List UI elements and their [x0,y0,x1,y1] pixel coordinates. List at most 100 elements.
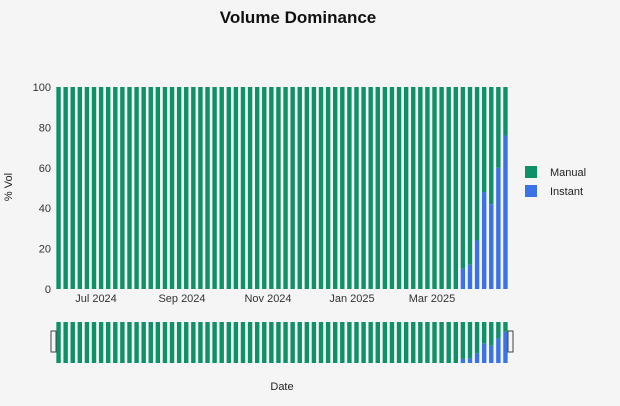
navigator-bar-manual [439,322,444,363]
navigator-left-handle[interactable] [50,330,57,353]
navigator-bar-manual [361,322,366,363]
bar-manual [91,87,97,289]
navigator-bar-manual [396,322,402,363]
navigator-bar-manual [262,322,267,363]
navigator-bar-manual [113,322,118,363]
navigator-bar-manual [368,322,373,363]
navigator-bar-instant [489,345,494,363]
bar-manual [162,87,168,289]
bar-instant [474,240,480,289]
bar-manual [297,87,302,289]
navigator-bar-manual [460,322,466,359]
bar-manual [481,87,487,193]
bar-manual [354,87,359,289]
y-tick-label: 0 [45,284,51,296]
bar-instant [467,264,473,289]
bar-manual [205,87,210,289]
bar-manual [120,87,125,289]
navigator-bar-manual [297,322,302,363]
x-tick-label: Jan 2025 [329,293,374,305]
y-tick-label: 80 [39,122,51,134]
navigator-bar-manual [354,322,359,363]
bar-manual [84,87,90,289]
navigator-bar-manual [269,322,274,363]
navigator-bar-manual [120,322,125,363]
bar-manual [134,87,139,289]
chart-title: Volume Dominance [220,8,377,27]
bar-manual [219,87,224,289]
navigator-bar-manual [84,322,90,363]
navigator-bar-manual [446,322,451,363]
bar-manual [269,87,274,289]
bar-manual [191,87,196,289]
navigator-bar-manual [162,322,168,363]
legend-label-instant[interactable]: Instant [550,186,583,198]
navigator-bar-manual [155,322,161,363]
navigator-bar-manual [247,322,253,363]
navigator-bar-manual [91,322,97,363]
navigator-bar-manual [276,322,281,363]
legend-label-manual[interactable]: Manual [550,167,586,179]
bar-manual [411,87,416,289]
navigator-bar-manual [283,322,288,363]
bar-manual [489,87,494,205]
x-tick-label: Sep 2024 [158,293,205,305]
navigator-bar-manual [481,322,487,344]
bar-manual [113,87,118,289]
navigator-bar-manual [382,322,388,363]
navigator-bar-manual [290,322,295,363]
y-axis-label: % Vol [3,173,15,201]
navigator-bar-manual [503,322,508,332]
navigator-bar-manual [106,322,111,363]
y-tick-label: 60 [39,163,51,175]
navigator-bar-instant [460,358,466,363]
bar-manual [439,87,444,289]
bar-manual [98,87,104,289]
navigator-bar-manual [347,322,352,363]
legend-swatch-instant[interactable] [525,185,537,197]
navigator-bar-manual [340,322,345,363]
navigator-bar-manual [425,322,430,363]
bar-instant [489,204,494,289]
bar-manual [446,87,451,289]
bar-manual [396,87,402,289]
navigator-bar-manual [127,322,132,363]
navigator-bar-manual [496,322,501,339]
legend-swatch-manual[interactable] [525,166,537,178]
navigator-bar-manual [453,322,458,363]
bar-manual [403,87,409,289]
bar-manual [467,87,473,265]
x-tick-label: Nov 2024 [244,293,291,305]
bar-manual [198,87,203,289]
navigator-bar-manual [389,322,395,363]
navigator-bar-manual [375,322,380,363]
bar-manual [325,87,331,289]
bar-instant [496,167,501,289]
bar-manual [276,87,281,289]
navigator-right-handle[interactable] [507,330,514,353]
bar-manual [425,87,430,289]
y-tick-label: 100 [33,82,51,94]
navigator-bar-manual [432,322,437,363]
y-tick-label: 20 [39,244,51,256]
bar-instant [503,135,508,289]
navigator-bar-manual [212,322,217,363]
bar-manual [453,87,458,289]
bar-manual [169,87,175,289]
navigator-bar-manual [474,322,480,354]
bar-manual [148,87,153,289]
navigator-bar-manual [489,322,494,346]
bar-manual [432,87,437,289]
bar-manual [389,87,395,289]
navigator-bar-instant [503,331,508,363]
navigator-bar-manual [148,322,153,363]
bar-manual [382,87,388,289]
y-tick-label: 40 [39,203,51,215]
navigator-bar-manual [219,322,224,363]
bar-instant [460,268,466,289]
bar-instant [481,192,487,289]
bar-manual [347,87,352,289]
bar-manual [460,87,466,269]
bar-manual [418,87,423,289]
bar-manual [361,87,366,289]
